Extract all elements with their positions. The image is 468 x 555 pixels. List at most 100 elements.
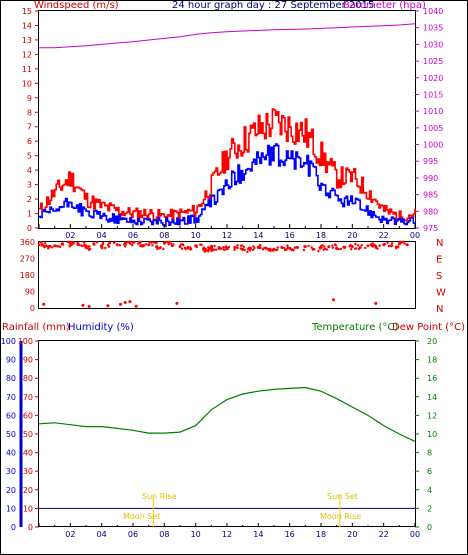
direction-point <box>291 248 294 251</box>
baro-ytick-label: 1010 <box>423 107 443 116</box>
direction-point <box>286 244 289 247</box>
direction-point <box>203 250 207 253</box>
sunset-label: Sun Set <box>327 492 358 501</box>
direction-point <box>134 304 138 308</box>
rain-ytick-label: 0 <box>28 523 33 532</box>
wind-xaxis-tick-label: 00 <box>410 231 420 240</box>
temp-xaxis-tick-label: 04 <box>97 530 107 539</box>
direction-point <box>128 241 131 244</box>
direction-point <box>399 240 402 244</box>
direction-point <box>246 250 249 253</box>
direction-point <box>210 245 214 248</box>
temp-ytick-label: 8 <box>427 449 432 458</box>
baro-ytick-label: 980 <box>423 207 438 216</box>
direction-point <box>187 247 190 250</box>
temp-ytick-label: 18 <box>427 356 437 365</box>
direction-point <box>180 247 184 250</box>
direction-point <box>286 246 290 249</box>
direction-point <box>144 243 148 246</box>
humidity-label: Humidity (%) <box>68 322 134 333</box>
direction-point <box>357 247 361 251</box>
direction-point <box>148 241 151 244</box>
direction-point <box>372 243 376 246</box>
baro-ytick-label: 1015 <box>423 90 443 99</box>
direction-point <box>210 247 214 250</box>
direction-point <box>154 241 158 244</box>
direction-point <box>227 245 231 249</box>
sunrise-label: Sun Rise <box>142 492 177 501</box>
direction-point <box>233 246 237 249</box>
wind-ytick-label: 2 <box>27 195 32 204</box>
dir-ytick-label: 0 <box>30 304 35 313</box>
direction-point <box>303 245 306 248</box>
direction-point <box>405 243 409 247</box>
direction-point <box>323 247 327 251</box>
rain-ytick-label: 90 <box>23 356 33 365</box>
direction-point <box>307 244 310 248</box>
direction-point <box>318 246 321 249</box>
direction-point <box>269 247 272 250</box>
temp-xaxis-tick-label: 08 <box>159 530 169 539</box>
direction-point <box>241 248 244 251</box>
wind-xaxis-tick-label: 06 <box>128 231 138 240</box>
wind-xaxis-tick-label: 22 <box>379 231 389 240</box>
humidity-ytick-label: 10 <box>6 504 16 513</box>
rain-ytick-label: 30 <box>23 467 33 476</box>
direction-point <box>261 248 265 251</box>
direction-y-axis: 0 N 90 W 180 S 270 E 360 N <box>20 238 446 315</box>
direction-point <box>212 248 215 251</box>
direction-point <box>383 242 387 246</box>
direction-point <box>376 247 379 250</box>
direction-point <box>271 248 275 251</box>
direction-point <box>152 241 155 244</box>
direction-point <box>95 241 99 244</box>
direction-point <box>72 241 76 245</box>
direction-point <box>256 245 260 249</box>
direction-point <box>233 248 236 251</box>
direction-point <box>267 249 270 252</box>
direction-points <box>37 240 409 308</box>
direction-point <box>283 246 286 250</box>
wind-ytick-label: 3 <box>27 181 32 190</box>
humidity-ytick-label: 0 <box>11 523 16 532</box>
direction-point <box>323 245 326 248</box>
temp-ytick-label: 20 <box>427 337 437 346</box>
direction-point <box>387 244 391 248</box>
direction-point <box>337 248 340 251</box>
direction-point <box>170 242 173 245</box>
dir-compass-label: N <box>436 238 443 249</box>
direction-panel-frame <box>38 241 416 309</box>
baro-ytick-label: 1030 <box>423 40 443 49</box>
temp-ytick-label: 12 <box>427 411 437 420</box>
moonset-label: Moon Set <box>123 512 160 521</box>
direction-point <box>81 303 85 307</box>
direction-point <box>167 243 170 246</box>
dir-compass-label: W <box>436 288 446 299</box>
direction-point <box>43 246 46 249</box>
direction-point <box>374 301 378 305</box>
direction-point <box>106 243 110 247</box>
wind-xaxis-tick-label: 20 <box>347 231 357 240</box>
temp-ytick-label: 0 <box>427 523 432 532</box>
direction-point <box>207 246 210 249</box>
wind-ytick-label: 8 <box>27 108 32 117</box>
direction-point <box>167 240 170 244</box>
direction-point <box>280 246 284 249</box>
humidity-ytick-label: 90 <box>6 356 16 365</box>
direction-point <box>100 247 104 250</box>
direction-point <box>39 241 42 244</box>
direction-point <box>172 243 175 246</box>
direction-point <box>313 248 316 251</box>
direction-point <box>332 298 335 302</box>
direction-point <box>210 249 213 253</box>
temperature-label: Temperature (°C) <box>311 322 398 333</box>
humidity-ytick-label: 30 <box>6 467 16 476</box>
direction-point <box>283 248 287 252</box>
wind-xaxis-tick-label: 16 <box>285 231 295 240</box>
wind-ytick-label: 6 <box>27 137 32 146</box>
baro-ytick-label: 985 <box>423 191 438 200</box>
dir-ytick-label: 360 <box>20 238 35 247</box>
barometer-line <box>39 23 416 49</box>
wind-ytick-label: 10 <box>22 79 32 88</box>
